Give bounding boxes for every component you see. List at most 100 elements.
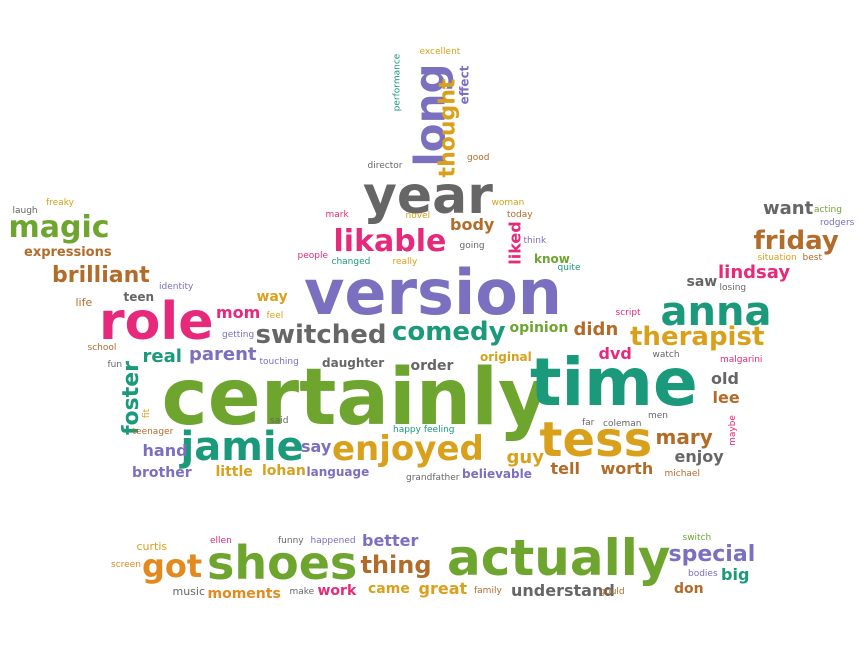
word-understand: understand: [511, 581, 615, 600]
word-want: want: [763, 198, 814, 219]
word-woman: woman: [491, 197, 525, 208]
word-school: school: [87, 342, 117, 353]
word-believable: believable: [462, 467, 532, 481]
word-order: order: [410, 358, 454, 374]
word-think: think: [523, 235, 547, 246]
word-brilliant: brilliant: [52, 263, 150, 288]
word-opinion: opinion: [509, 320, 569, 336]
word-fun: fun: [107, 359, 123, 370]
word-laugh: laugh: [12, 205, 38, 216]
word-gould: gould: [599, 586, 625, 597]
word-jamie: jamie: [180, 424, 304, 470]
word-men: men: [648, 410, 669, 421]
word-enjoyed: enjoyed: [332, 429, 484, 469]
word-role: role: [99, 292, 214, 352]
word-worth: worth: [600, 459, 654, 478]
word-work: work: [317, 583, 357, 599]
word-family: family: [474, 585, 502, 596]
word-enjoy: enjoy: [674, 447, 724, 466]
word-know: know: [534, 252, 570, 266]
word-real: real: [142, 346, 182, 367]
word-better: better: [362, 531, 419, 550]
word-mark: mark: [325, 209, 349, 220]
word-expressions: expressions: [24, 244, 112, 260]
word-don: don: [674, 581, 704, 597]
word-moments: moments: [207, 586, 281, 602]
word-version: version: [304, 256, 562, 329]
word-switch: switch: [682, 532, 712, 543]
word-lohan: lohan: [262, 463, 306, 479]
word-big: big: [721, 565, 750, 584]
word-got: got: [142, 547, 203, 585]
word-rodgers: rodgers: [820, 217, 855, 228]
word-people: people: [297, 250, 329, 261]
word-screen: screen: [111, 559, 141, 570]
word-liked: liked: [505, 221, 525, 265]
word-good: good: [467, 152, 490, 163]
word-going: going: [459, 240, 485, 251]
word-hand: hand: [142, 441, 188, 460]
word-guy: guy: [506, 447, 544, 468]
word-today: today: [507, 209, 533, 220]
word-little: little: [215, 464, 253, 480]
word-actually: actually: [447, 529, 671, 587]
word-coleman: coleman: [603, 418, 642, 429]
word-ellen: ellen: [210, 535, 232, 546]
word-shoes: shoes: [207, 536, 358, 590]
word-body: body: [450, 215, 495, 234]
word-far: far: [582, 417, 595, 428]
word-touching: touching: [259, 356, 299, 367]
word-daughter: daughter: [322, 356, 385, 370]
word-identity: identity: [159, 281, 194, 292]
word-acting: acting: [814, 204, 842, 215]
word-watch: watch: [652, 349, 680, 360]
word-losing: losing: [719, 282, 747, 293]
word-director: director: [367, 160, 403, 171]
word-great: great: [418, 579, 468, 598]
word-situation: situation: [757, 252, 797, 263]
word-happened: happened: [310, 535, 356, 546]
word-excellent: excellent: [419, 46, 461, 57]
word-way: way: [256, 289, 288, 305]
word-comedy: comedy: [392, 317, 506, 347]
word-parent: parent: [189, 344, 257, 365]
word-lindsay: lindsay: [718, 262, 791, 283]
word-performance: performance: [392, 53, 403, 111]
word-novel: novel: [405, 210, 431, 221]
word-thought: thought: [434, 78, 460, 178]
word-language: language: [306, 465, 370, 479]
word-make: make: [289, 586, 315, 597]
word-certainly: certainly: [161, 353, 549, 443]
word-brother: brother: [132, 465, 192, 481]
word-teen: teen: [123, 290, 155, 304]
word-freaky: freaky: [46, 197, 74, 208]
word-life: life: [75, 295, 93, 309]
word-came: came: [368, 581, 410, 597]
word-old: old: [711, 369, 739, 388]
word-tell: tell: [550, 459, 580, 478]
word-teenager: teenager: [132, 426, 174, 437]
word-feel: feel: [266, 310, 284, 321]
word-therapist: therapist: [630, 322, 765, 352]
word-fit: fit: [141, 408, 152, 418]
word-malgarini: malgarini: [720, 354, 763, 365]
word-effect: effect: [456, 65, 471, 105]
word-magic: magic: [8, 210, 110, 245]
word-anna: anna: [660, 289, 772, 335]
word-special: special: [668, 542, 756, 567]
word-michael: michael: [664, 468, 700, 479]
word-likable: likable: [333, 224, 447, 259]
word-mary: mary: [655, 425, 713, 449]
word-original: original: [480, 350, 532, 364]
word-said: said: [270, 415, 289, 426]
word-time: time: [530, 344, 698, 421]
word-say: say: [301, 437, 332, 456]
word-didn: didn: [573, 319, 619, 340]
word-friday: friday: [753, 226, 839, 256]
word-lee: lee: [712, 388, 740, 407]
word-mom: mom: [216, 303, 261, 322]
word-grandfather: grandfather: [406, 472, 460, 483]
word-foster: foster: [119, 360, 145, 436]
word-saw: saw: [686, 274, 718, 290]
